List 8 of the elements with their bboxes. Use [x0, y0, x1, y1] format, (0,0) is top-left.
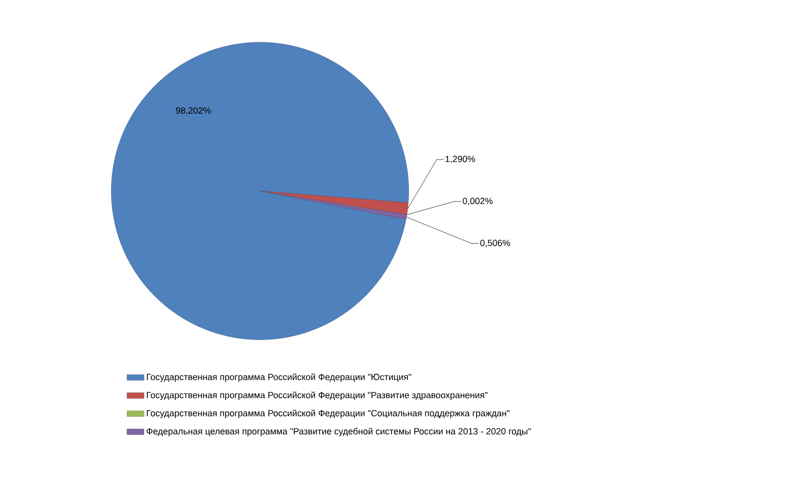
legend-label: Федеральная целевая программа "Развитие судебной системы России на 2013 - 2020 годы"	[146, 428, 531, 436]
legend-label: Государственная программа Российской Федерации "Развитие здравоохранения"	[146, 391, 488, 400]
legend-label: Государственная программа Российской Федерации "Юстиция"	[146, 373, 412, 382]
legend-label: Государственная программа Российской Федерации "Социальная поддержка граждан"	[146, 410, 510, 418]
data-label: 0,506%	[480, 240, 510, 248]
data-label: 98,202%	[176, 107, 211, 115]
data-label: 1,290%	[446, 156, 476, 164]
data-label: 0,002%	[462, 198, 493, 206]
